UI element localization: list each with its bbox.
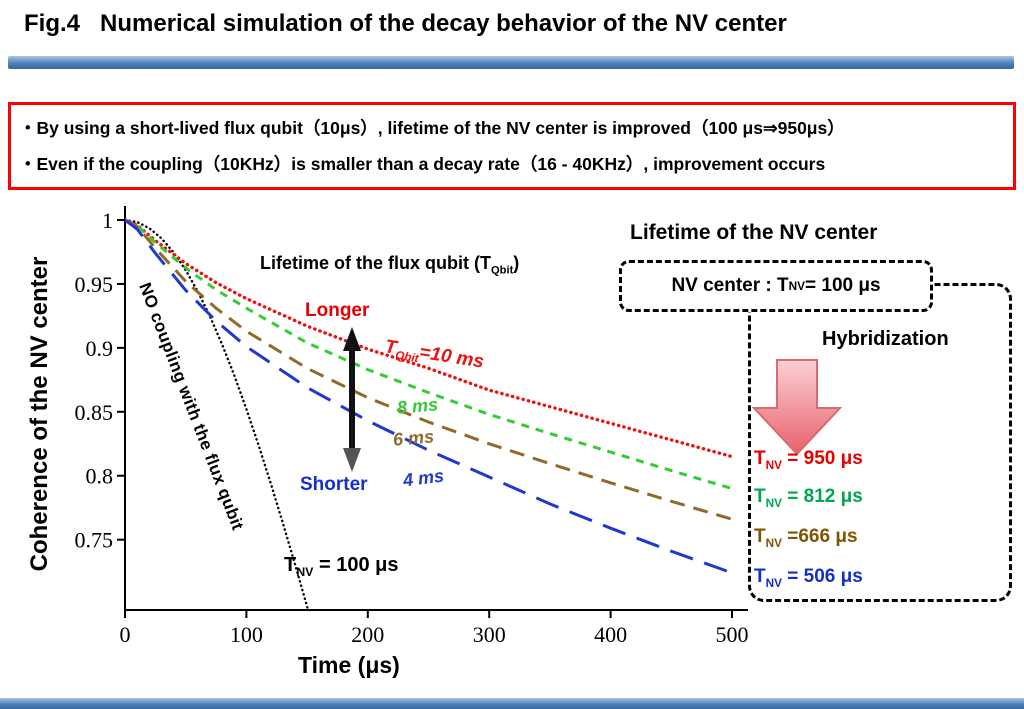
- result-2-pre: T: [754, 526, 766, 547]
- x-tick-label: 100: [230, 622, 263, 647]
- curve-tqbit-6ms: [125, 218, 733, 521]
- x-tick-label: 0: [120, 622, 131, 647]
- arrow-up-head-icon: [343, 327, 361, 351]
- x-tick-label: 400: [594, 622, 627, 647]
- x-tick-label: 300: [473, 622, 506, 647]
- result-1-sub: NV: [765, 496, 782, 510]
- tnv-100-pre: T: [284, 554, 297, 576]
- result-3-pre: T: [754, 566, 766, 587]
- longer-label: Longer: [305, 300, 370, 321]
- chart-curves: [125, 218, 734, 610]
- y-tick-label: 0.9: [86, 336, 114, 361]
- figure-title: Fig.4 Numerical simulation of the decay …: [24, 10, 787, 37]
- y-axis-title: Coherence of the NV center: [26, 256, 53, 572]
- curve-tqbit-10ms: [125, 218, 734, 459]
- result-3-sub: NV: [765, 576, 782, 590]
- nv-box-post: = 100 μs: [805, 275, 881, 296]
- y-tick-label: 0.75: [75, 528, 114, 553]
- longer-shorter-arrow: [343, 327, 361, 472]
- y-tick-label: 1: [102, 208, 113, 233]
- y-tick-label: 0.85: [75, 400, 114, 425]
- tnv-100-sub: NV: [296, 565, 314, 579]
- x-tick-label: 500: [716, 622, 749, 647]
- result-0-sub: NV: [765, 458, 782, 472]
- tnv-100-post: = 100 μs: [313, 554, 399, 576]
- flux-heading-sub: Qbit: [490, 264, 514, 277]
- y-tick-label: 0.8: [86, 464, 114, 489]
- result-2-post: =666 μs: [781, 526, 858, 547]
- nv-center-dashed-box: NV center : T NV = 100 μs: [619, 260, 933, 312]
- curve-label-6ms: 6 ms: [392, 426, 435, 450]
- result-tnv-812: TNV = 812 μs: [754, 486, 863, 510]
- curve-tqbit-4ms: [125, 218, 733, 575]
- flux-qubit-lifetime-heading: Lifetime of the flux qubit (TQbit): [260, 253, 519, 277]
- hybridization-label: Hybridization: [822, 328, 949, 350]
- flux-heading-post: ): [513, 253, 520, 273]
- summary-box: ・By using a short-lived flux qubit（10μs）…: [8, 102, 1016, 190]
- nv-box-sub: NV: [788, 279, 805, 293]
- result-tnv-506: TNV = 506 μs: [754, 566, 863, 590]
- hybridization-down-arrow-icon: [751, 359, 843, 456]
- x-tick-label: 200: [351, 622, 384, 647]
- result-0-pre: T: [754, 448, 766, 469]
- summary-bullet-2: ・Even if the coupling（10KHz）is smaller t…: [19, 154, 826, 174]
- result-1-post: = 812 μs: [781, 486, 863, 507]
- tnv-100-label: TNV = 100 μs: [284, 554, 399, 579]
- result-tnv-666: TNV =666 μs: [754, 526, 858, 550]
- x-axis-title: Time (μs): [298, 652, 400, 678]
- chart-axes: 1 0.95 0.9 0.85 0.8 0.75 0 100 200 300 400 500: [75, 206, 749, 647]
- curve-tqbit-8ms: [125, 218, 733, 490]
- result-tnv-950: TNV = 950 μs: [754, 448, 863, 472]
- result-0-post: = 950 μs: [781, 448, 863, 469]
- y-tick-label: 0.95: [75, 272, 114, 297]
- arrow-down-head-icon: [343, 448, 361, 472]
- nv-lifetime-heading: Lifetime of the NV center: [630, 221, 878, 244]
- summary-bullet-1: ・By using a short-lived flux qubit（10μs）…: [19, 118, 845, 138]
- result-3-post: = 506 μs: [781, 566, 863, 587]
- flux-heading-pre: Lifetime of the flux qubit (T: [260, 253, 491, 273]
- nv-box-pre: NV center : T: [671, 275, 789, 296]
- result-2-sub: NV: [765, 536, 782, 550]
- result-1-pre: T: [754, 486, 766, 507]
- shorter-label: Shorter: [300, 474, 368, 495]
- curve-label-8ms: 8 ms: [396, 394, 439, 418]
- title-underline-bar: [8, 56, 1014, 69]
- bottom-accent-bar: [0, 698, 1024, 709]
- curve-no-coupling: [125, 218, 310, 610]
- hybridization-arrow-shape: [751, 359, 843, 456]
